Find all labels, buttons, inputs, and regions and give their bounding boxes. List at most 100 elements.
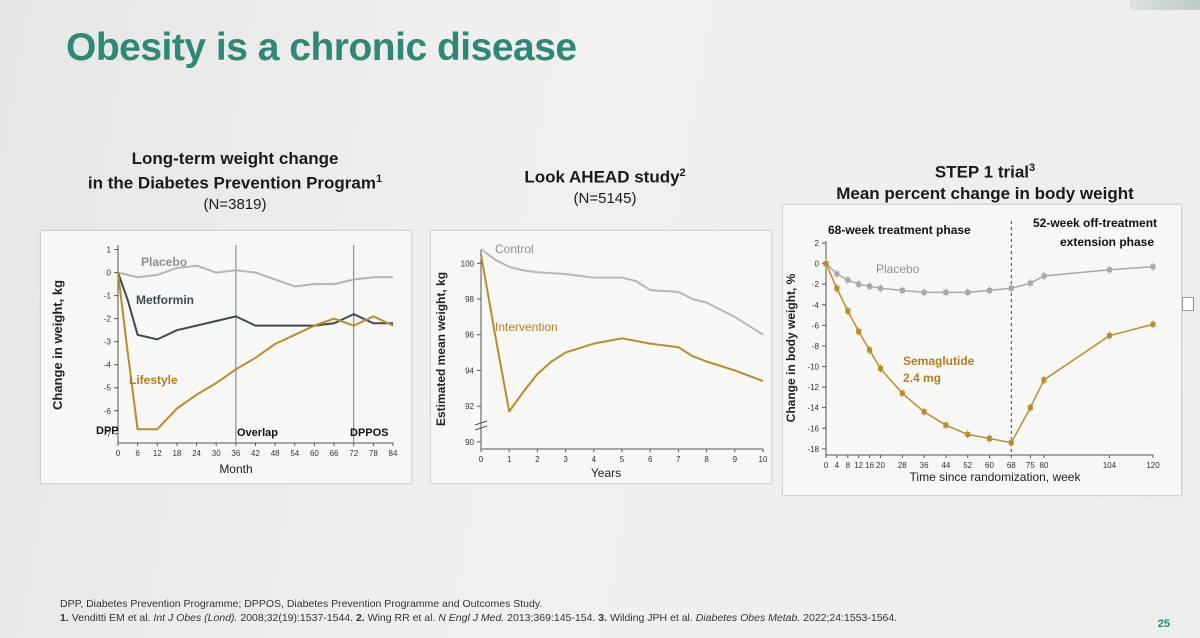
panel-3-title-line1-wrap: STEP 1 trial3 (800, 158, 1170, 183)
chart-dpp-phase-dpp: DPP (96, 425, 119, 437)
chart-step1-data-point (1150, 264, 1156, 270)
chart-step1: 2 0 -2 -4 -6 -8 -10 -12 -14 -16 -18 0 4 8 12 16 20 28 36 4… (782, 204, 1182, 496)
chart-step1-data-point (1027, 405, 1033, 411)
chart-step1-y-ticks: 2 0 -2 -4 -6 -8 -10 -12 -14 -16 -18 (807, 239, 826, 454)
chart-dpp-series-line-0 (117, 264, 393, 288)
chart-step1-data-point (1150, 321, 1156, 327)
chart-dpp-phase-overlap: Overlap (237, 427, 278, 439)
chart-dpp-y-tick-label: -6 (104, 407, 112, 416)
panel-1-title: Long-term weight change in the Diabetes … (60, 148, 410, 215)
chart-step1-x-tick-label: 104 (1103, 461, 1117, 470)
chart-step1-x-tick-label: 0 (824, 461, 829, 470)
ref3-num: 3. (598, 612, 608, 624)
chart-step1-data-point (867, 347, 873, 353)
chart-dpp-x-tick-label: 54 (290, 449, 299, 458)
chart-dpp-y-tick-label: -3 (104, 338, 112, 347)
chart-look-ahead-series (480, 248, 764, 413)
chart-dpp-xlabel: Month (219, 462, 252, 476)
chart-look-ahead-label-control: Control (495, 242, 534, 256)
chart-look-ahead-x-tick-label: 6 (648, 455, 653, 464)
chart-step1-x-tick-label: 60 (985, 461, 994, 470)
chart-dpp-x-tick-label: 24 (192, 449, 201, 458)
chart-step1-data-point (921, 289, 927, 295)
chart-look-ahead-x-tick-label: 2 (535, 455, 540, 464)
chart-step1-phase-offtreatment-line2: extension phase (1060, 235, 1154, 249)
chart-dpp-series-line-1 (117, 272, 393, 341)
chart-dpp-x-tick-label: 66 (330, 449, 339, 458)
chart-look-ahead-x-tick-label: 7 (676, 455, 681, 464)
chart-dpp-x-tick-label: 48 (271, 449, 280, 458)
chart-dpp-x-tick-label: 36 (231, 449, 240, 458)
chart-step1-y-tick-label: 0 (815, 260, 820, 269)
chart-step1-y-tick-label: -4 (812, 301, 820, 310)
ref2-author: Wing RR et al. (367, 612, 436, 624)
chart-step1-data-point (878, 285, 883, 291)
chart-look-ahead-series-line-1 (480, 254, 764, 413)
chart-step1-y-tick-label: -18 (807, 445, 819, 454)
chart-step1-y-tick-label: -6 (812, 321, 820, 330)
chart-step1-data-point (834, 271, 840, 277)
panel-1-title-line2: in the Diabetes Prevention Program (87, 173, 376, 193)
chart-dpp-y-tick-label: 0 (107, 269, 112, 278)
chart-step1-x-tick-label: 12 (854, 461, 863, 470)
chart-step1-data-point (1041, 273, 1047, 279)
chart-dpp-y-tick-label: -1 (104, 292, 112, 301)
chart-step1-data-point (845, 308, 851, 314)
chart-look-ahead-y-ticks: 100 98 96 94 92 90 (461, 259, 481, 447)
chart-dpp-label-lifestyle: Lifestyle (129, 373, 178, 387)
chart-step1-x-tick-label: 80 (1040, 461, 1049, 470)
ref1-journal: Int J Obes (Lond). (153, 612, 238, 624)
chart-step1-data-point (943, 289, 949, 295)
chart-step1-data-point (1106, 333, 1112, 339)
chart-dpp-x-tick-label: 84 (389, 449, 398, 458)
chart-dpp-y-tick-label: -2 (104, 315, 112, 324)
chart-step1-phase-treatment: 68-week treatment phase (828, 223, 971, 237)
ref1-num: 1. (60, 612, 69, 624)
panel-1-subtitle: (N=3819) (203, 195, 267, 213)
chart-step1-data-point (1106, 267, 1112, 273)
chart-look-ahead-x-tick-label: 4 (592, 455, 597, 464)
chart-step1-series-line-1 (825, 263, 1154, 444)
chart-step1-data-point (1041, 377, 1047, 383)
chart-look-ahead-y-tick-label: 92 (465, 402, 474, 411)
chart-dpp-ylabel: Change in weight, kg (50, 280, 65, 410)
chart-step1-y-tick-label: -2 (812, 280, 820, 289)
chart-step1-data-point (987, 287, 992, 293)
chart-step1-data-point (1027, 280, 1033, 286)
ref1-details: 2008;32(19):1537-1544. (240, 612, 354, 624)
panel-1-title-line2-wrap: in the Diabetes Prevention Program1 (60, 169, 410, 194)
ref2-journal: N Engl J Med. (438, 612, 505, 624)
chart-step1-data-point (899, 390, 905, 396)
chart-dpp-x-tick-label: 60 (310, 449, 319, 458)
chart-step1-y-tick-label: 2 (815, 239, 820, 248)
panel-3-title-line2: Mean percent change in body weight (836, 183, 1134, 203)
ref3-author: Wilding JPH et al. (609, 612, 693, 624)
chart-step1-data-point (867, 283, 873, 289)
chart-step1-x-tick-label: 75 (1026, 461, 1035, 470)
chart-dpp-y-tick-label: -5 (104, 384, 112, 393)
chart-step1-data-point (899, 287, 905, 293)
chart-dpp-x-tick-label: 42 (251, 449, 260, 458)
panel-1-title-sup: 1 (376, 173, 383, 185)
ref1-author: Venditti EM et al. (71, 612, 151, 624)
chart-look-ahead-svg: 100 98 96 94 92 90 0 1 2 3 4 5 6 7 8 9 10 Control Inter… (434, 242, 768, 480)
chart-step1-x-tick-label: 16 (865, 461, 874, 470)
chart-look-ahead-ylabel: Estimated mean weight, kg (434, 272, 448, 426)
chart-step1-data-point (1008, 440, 1014, 446)
footer-references: 1. Venditti EM et al. Int J Obes (Lond).… (60, 612, 897, 624)
chart-look-ahead-label-intervention: Intervention (495, 320, 558, 334)
chart-dpp-y-tick-label: 1 (107, 246, 112, 255)
chart-step1-y-tick-label: -12 (807, 383, 819, 392)
chart-look-ahead-series-line-0 (480, 248, 764, 336)
chart-dpp-series (117, 264, 394, 431)
chart-step1-y-tick-label: -10 (807, 363, 819, 372)
chart-step1-x-tick-label: 4 (835, 461, 840, 470)
panel-3-title: STEP 1 trial3 Mean percent change in bod… (800, 158, 1170, 204)
chart-look-ahead-y-tick-label: 94 (465, 366, 474, 375)
chart-dpp-series-line-2 (117, 272, 394, 431)
chart-dpp-svg: 1 0 -1 -2 -3 -4 -5 -6 -7 0 6 12 18 24 30 36 42 48 54 60 66 7… (50, 245, 398, 476)
page-number: 25 (1157, 618, 1170, 630)
chart-step1-x-tick-label: 44 (941, 461, 950, 470)
resize-handle[interactable] (1182, 297, 1194, 311)
chart-dpp-y-ticks: 1 0 -1 -2 -3 -4 -5 -6 -7 (104, 246, 118, 439)
